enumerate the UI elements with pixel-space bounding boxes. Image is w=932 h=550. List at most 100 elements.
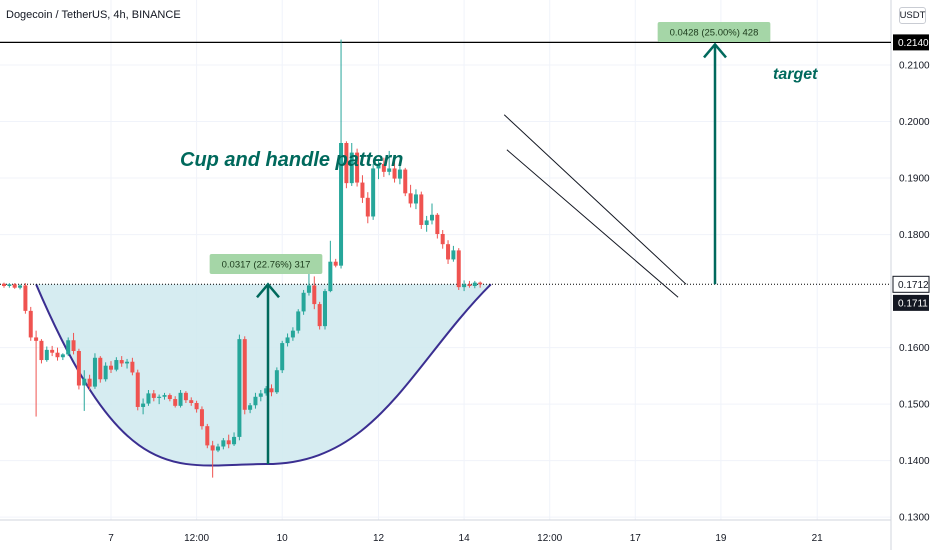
candle-body <box>387 168 392 172</box>
candle-body <box>167 395 172 400</box>
candle-body <box>248 405 253 410</box>
candle-body <box>258 393 263 397</box>
candle-body <box>290 330 295 338</box>
candle-body <box>151 393 156 398</box>
candle-body <box>18 285 23 288</box>
price-tick-label: 0.1500 <box>899 400 930 411</box>
candle-body <box>23 285 28 311</box>
candle-body <box>285 337 290 344</box>
candle-body <box>221 440 226 447</box>
price-tick-label: 0.1900 <box>899 174 930 185</box>
price-label: 0.2140 <box>898 38 929 49</box>
currency-badge[interactable]: USDT <box>899 7 926 24</box>
candle-body <box>408 193 413 204</box>
price-tick-label: 0.2000 <box>899 117 930 128</box>
candle-body <box>242 339 247 410</box>
candle-body <box>446 244 451 260</box>
candle-body <box>76 351 81 386</box>
cup-depth-arrow-head <box>256 282 280 299</box>
candle-body <box>339 143 344 266</box>
candle-body <box>323 291 327 327</box>
candle-body <box>189 400 194 403</box>
candle-body <box>413 194 418 204</box>
candle-body <box>349 152 354 184</box>
candle-body <box>317 304 322 327</box>
candle-body <box>60 354 65 358</box>
price-tick-label: 0.1300 <box>899 513 930 524</box>
candle-body <box>183 392 188 401</box>
candle-body <box>2 283 6 286</box>
price-tick-label: 0.2100 <box>899 61 930 72</box>
cup-curve <box>35 283 492 467</box>
candle-body <box>274 370 279 393</box>
candle-body <box>55 352 60 358</box>
candle-body <box>462 284 467 288</box>
candle-body <box>39 340 44 361</box>
candle-body <box>135 372 140 407</box>
time-tick-label: 12 <box>373 533 385 544</box>
price-label: 0.1711 <box>898 298 928 309</box>
candle-body <box>7 284 12 286</box>
pattern-annotation: Cup and handle pattern <box>180 149 403 171</box>
symbol-title[interactable]: Dogecoin / TetherUS, 4h, BINANCE <box>6 9 181 21</box>
price-label: 0.1712 <box>898 280 929 291</box>
candle-body <box>365 197 370 217</box>
candle-body <box>371 168 376 217</box>
candle-body <box>119 360 124 364</box>
candle-body <box>232 436 237 445</box>
candle-body <box>82 378 87 386</box>
candle-body <box>264 388 269 394</box>
candle-body <box>98 357 103 380</box>
candle-body <box>194 403 199 410</box>
cup-measure-label: 0.0317 (22.76%) 317 <box>222 260 311 271</box>
candle-body <box>355 152 360 183</box>
candle-body <box>397 169 402 179</box>
channel-upper-line <box>503 114 687 285</box>
candle-body <box>114 360 119 370</box>
candle-body <box>392 168 397 179</box>
candle-body <box>237 339 242 437</box>
candle-body <box>141 403 146 407</box>
candle-body <box>301 292 306 312</box>
candle-body <box>28 310 33 338</box>
price-label-bg <box>893 294 929 311</box>
candle-body <box>199 409 204 427</box>
candle-body <box>430 214 434 221</box>
candle-body <box>34 337 39 341</box>
candle-body <box>216 446 220 451</box>
candle-body <box>71 340 76 351</box>
candle-body <box>435 214 440 234</box>
price-tick-label: 0.1800 <box>899 230 930 241</box>
time-tick-label: 12:00 <box>184 533 209 544</box>
price-tick-label: 0.1400 <box>899 456 930 467</box>
target-measure-label-bg <box>657 22 771 42</box>
cup-fill <box>36 284 491 466</box>
candle-body <box>376 163 381 169</box>
candle-body <box>440 234 445 245</box>
candle-body <box>12 284 17 288</box>
candle-body <box>451 250 456 260</box>
target-measure-label: 0.0428 (25.00%) 428 <box>670 28 759 39</box>
candle-body <box>424 220 429 225</box>
cup-measure-label-bg <box>209 254 323 274</box>
time-tick-label: 14 <box>459 533 471 544</box>
candle-body <box>226 440 231 445</box>
time-tick-label: 17 <box>630 533 642 544</box>
candle-body <box>87 378 92 387</box>
candle-body <box>210 445 215 451</box>
candle-body <box>130 361 135 373</box>
candle-body <box>146 393 151 404</box>
candle-body <box>478 282 483 285</box>
candle-body <box>50 349 55 353</box>
candle-body <box>312 285 317 305</box>
candle-body <box>280 343 285 371</box>
candle-body <box>269 388 274 393</box>
candle-body <box>173 399 178 406</box>
channel-lower-line <box>506 149 679 298</box>
candle-body <box>381 163 386 172</box>
candle-body <box>253 396 258 406</box>
time-tick-label: 7 <box>108 533 114 544</box>
candle-body <box>157 396 162 398</box>
candle-body <box>109 365 113 370</box>
